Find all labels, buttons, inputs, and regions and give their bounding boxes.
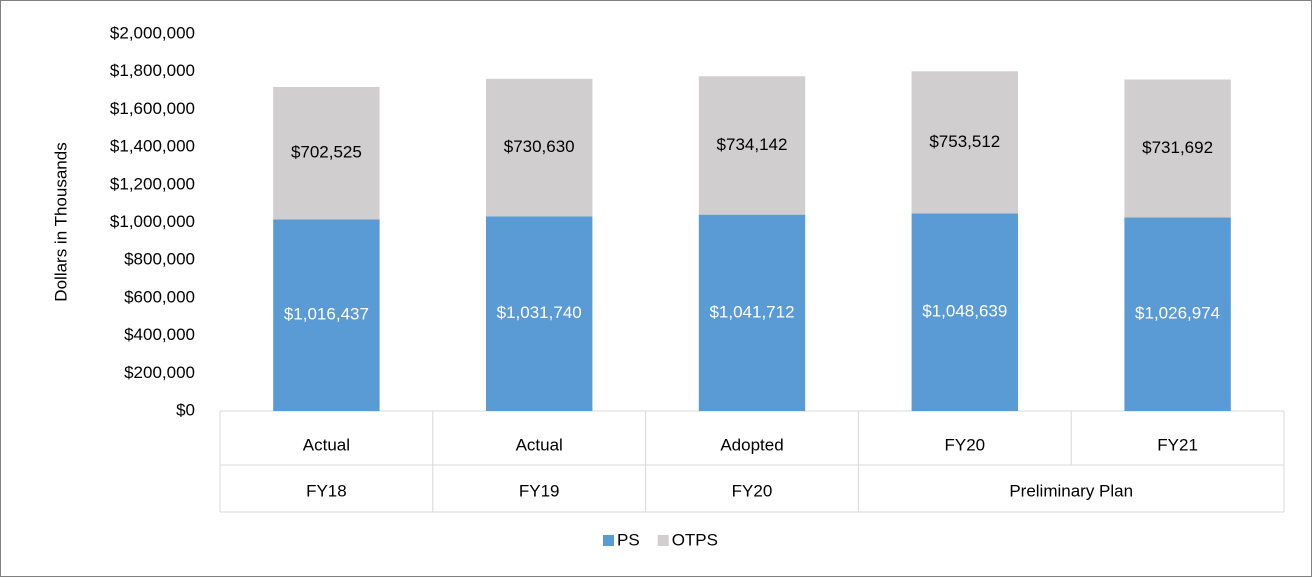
bar-segment bbox=[1124, 217, 1231, 411]
y-tick-label: $400,000 bbox=[124, 325, 195, 344]
x-tick-label: Adopted bbox=[720, 435, 783, 454]
data-label: $702,525 bbox=[291, 143, 362, 162]
bar-segment bbox=[911, 213, 1018, 411]
y-tick-label: $1,800,000 bbox=[110, 61, 195, 80]
y-tick-label: $1,600,000 bbox=[110, 99, 195, 118]
legend-swatch bbox=[657, 535, 669, 546]
data-label: $1,016,437 bbox=[284, 305, 369, 324]
legend-swatch bbox=[603, 535, 614, 546]
bar-segment bbox=[273, 86, 380, 220]
y-tick-label: $200,000 bbox=[124, 363, 195, 382]
x-tick-label: FY21 bbox=[1157, 435, 1198, 454]
bar-segment bbox=[698, 214, 806, 411]
y-tick-label: $2,000,000 bbox=[110, 23, 195, 42]
x-tick-label: Actual bbox=[516, 435, 563, 454]
group-label: FY18 bbox=[306, 481, 347, 500]
y-axis-label: Dollars in Thousands bbox=[51, 142, 70, 301]
data-label: $1,048,639 bbox=[922, 302, 1007, 321]
legend-label: OTPS bbox=[672, 530, 718, 549]
data-label: $1,026,974 bbox=[1135, 304, 1220, 323]
y-tick-label: $1,200,000 bbox=[110, 174, 195, 193]
bar-segment bbox=[486, 216, 593, 411]
data-label: $730,630 bbox=[504, 137, 575, 156]
bar-segment bbox=[273, 219, 380, 411]
bar-segment bbox=[1124, 79, 1231, 218]
data-label: $1,031,740 bbox=[497, 303, 582, 322]
group-label: Preliminary Plan bbox=[1009, 481, 1133, 500]
group-label: FY19 bbox=[519, 481, 560, 500]
bar-segment bbox=[698, 76, 806, 215]
x-tick-label: Actual bbox=[303, 435, 350, 454]
y-tick-label: $800,000 bbox=[124, 250, 195, 269]
y-tick-label: $0 bbox=[176, 400, 195, 419]
data-label: $734,142 bbox=[717, 135, 788, 154]
legend-label: PS bbox=[617, 530, 640, 549]
bar-segment bbox=[486, 78, 593, 217]
data-label: $1,041,712 bbox=[709, 302, 794, 321]
y-tick-label: $1,000,000 bbox=[110, 212, 195, 231]
group-label: FY20 bbox=[732, 481, 773, 500]
data-label: $731,692 bbox=[1142, 138, 1213, 157]
data-label: $753,512 bbox=[929, 132, 1000, 151]
y-tick-label: $1,400,000 bbox=[110, 137, 195, 156]
bar-segment bbox=[911, 71, 1018, 214]
y-tick-label: $600,000 bbox=[124, 287, 195, 306]
x-tick-label: FY20 bbox=[944, 435, 985, 454]
